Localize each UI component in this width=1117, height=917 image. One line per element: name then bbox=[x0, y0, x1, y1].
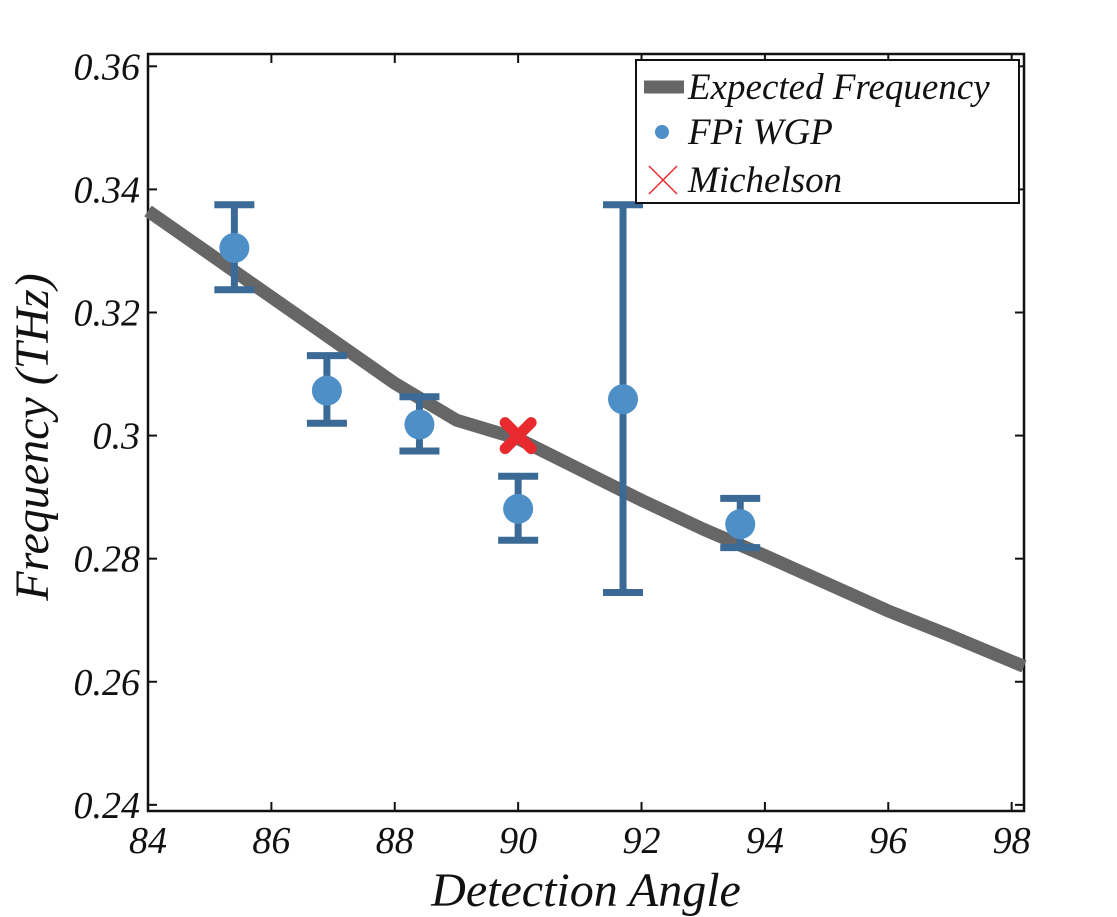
y-tick-label: 0.32 bbox=[74, 292, 141, 334]
plot-frame bbox=[146, 52, 1026, 813]
y-tick-label: 0.24 bbox=[74, 785, 141, 827]
y-tick-label: 0.36 bbox=[74, 46, 141, 88]
fpi-wgp-point bbox=[608, 384, 639, 415]
fpi-wgp-point bbox=[219, 232, 250, 263]
x-axis-title: Detection Angle bbox=[430, 864, 741, 917]
y-tick-label: 0.26 bbox=[74, 662, 141, 704]
y-axis-ticks: 0.24 0.26 0.28 0.3 0.32 0.34 0.36 bbox=[74, 46, 1024, 827]
legend-swatch-michelson bbox=[648, 165, 678, 195]
fpi-wgp-point bbox=[311, 375, 342, 406]
y-tick-label: 0.34 bbox=[74, 169, 141, 211]
expected-frequency-line bbox=[144, 205, 1027, 673]
legend-swatch-fpi-wgp bbox=[655, 125, 669, 139]
legend-box bbox=[635, 59, 1020, 204]
x-tick-label: 88 bbox=[376, 820, 414, 862]
legend-label-fpi-wgp: FPi WGP bbox=[687, 112, 833, 153]
fpi-wgp-point bbox=[503, 493, 534, 524]
plot-area bbox=[144, 201, 1027, 673]
x-tick-label: 86 bbox=[252, 820, 290, 862]
fpi-wgp-point bbox=[404, 409, 435, 440]
y-axis-title: Frequency (THz) bbox=[6, 273, 59, 601]
y-tick-label: 0.3 bbox=[93, 416, 141, 458]
y-tick-label: 0.28 bbox=[74, 539, 141, 581]
legend-label-michelson: Michelson bbox=[687, 160, 842, 201]
x-axis-ticks: 84 86 88 90 92 94 96 98 bbox=[129, 54, 1031, 862]
x-tick-label: 98 bbox=[993, 820, 1031, 862]
fpi-wgp-point bbox=[725, 509, 756, 540]
x-tick-label: 96 bbox=[869, 820, 907, 862]
x-tick-label: 84 bbox=[129, 820, 167, 862]
michelson-point bbox=[499, 417, 537, 455]
legend-label-expected-frequency: Expected Frequency bbox=[687, 67, 990, 108]
x-tick-label: 90 bbox=[499, 820, 537, 862]
x-tick-label: 92 bbox=[623, 820, 661, 862]
x-tick-label: 94 bbox=[746, 820, 784, 862]
legend: Expected Frequency FPi WGP Michelson bbox=[635, 59, 1020, 204]
